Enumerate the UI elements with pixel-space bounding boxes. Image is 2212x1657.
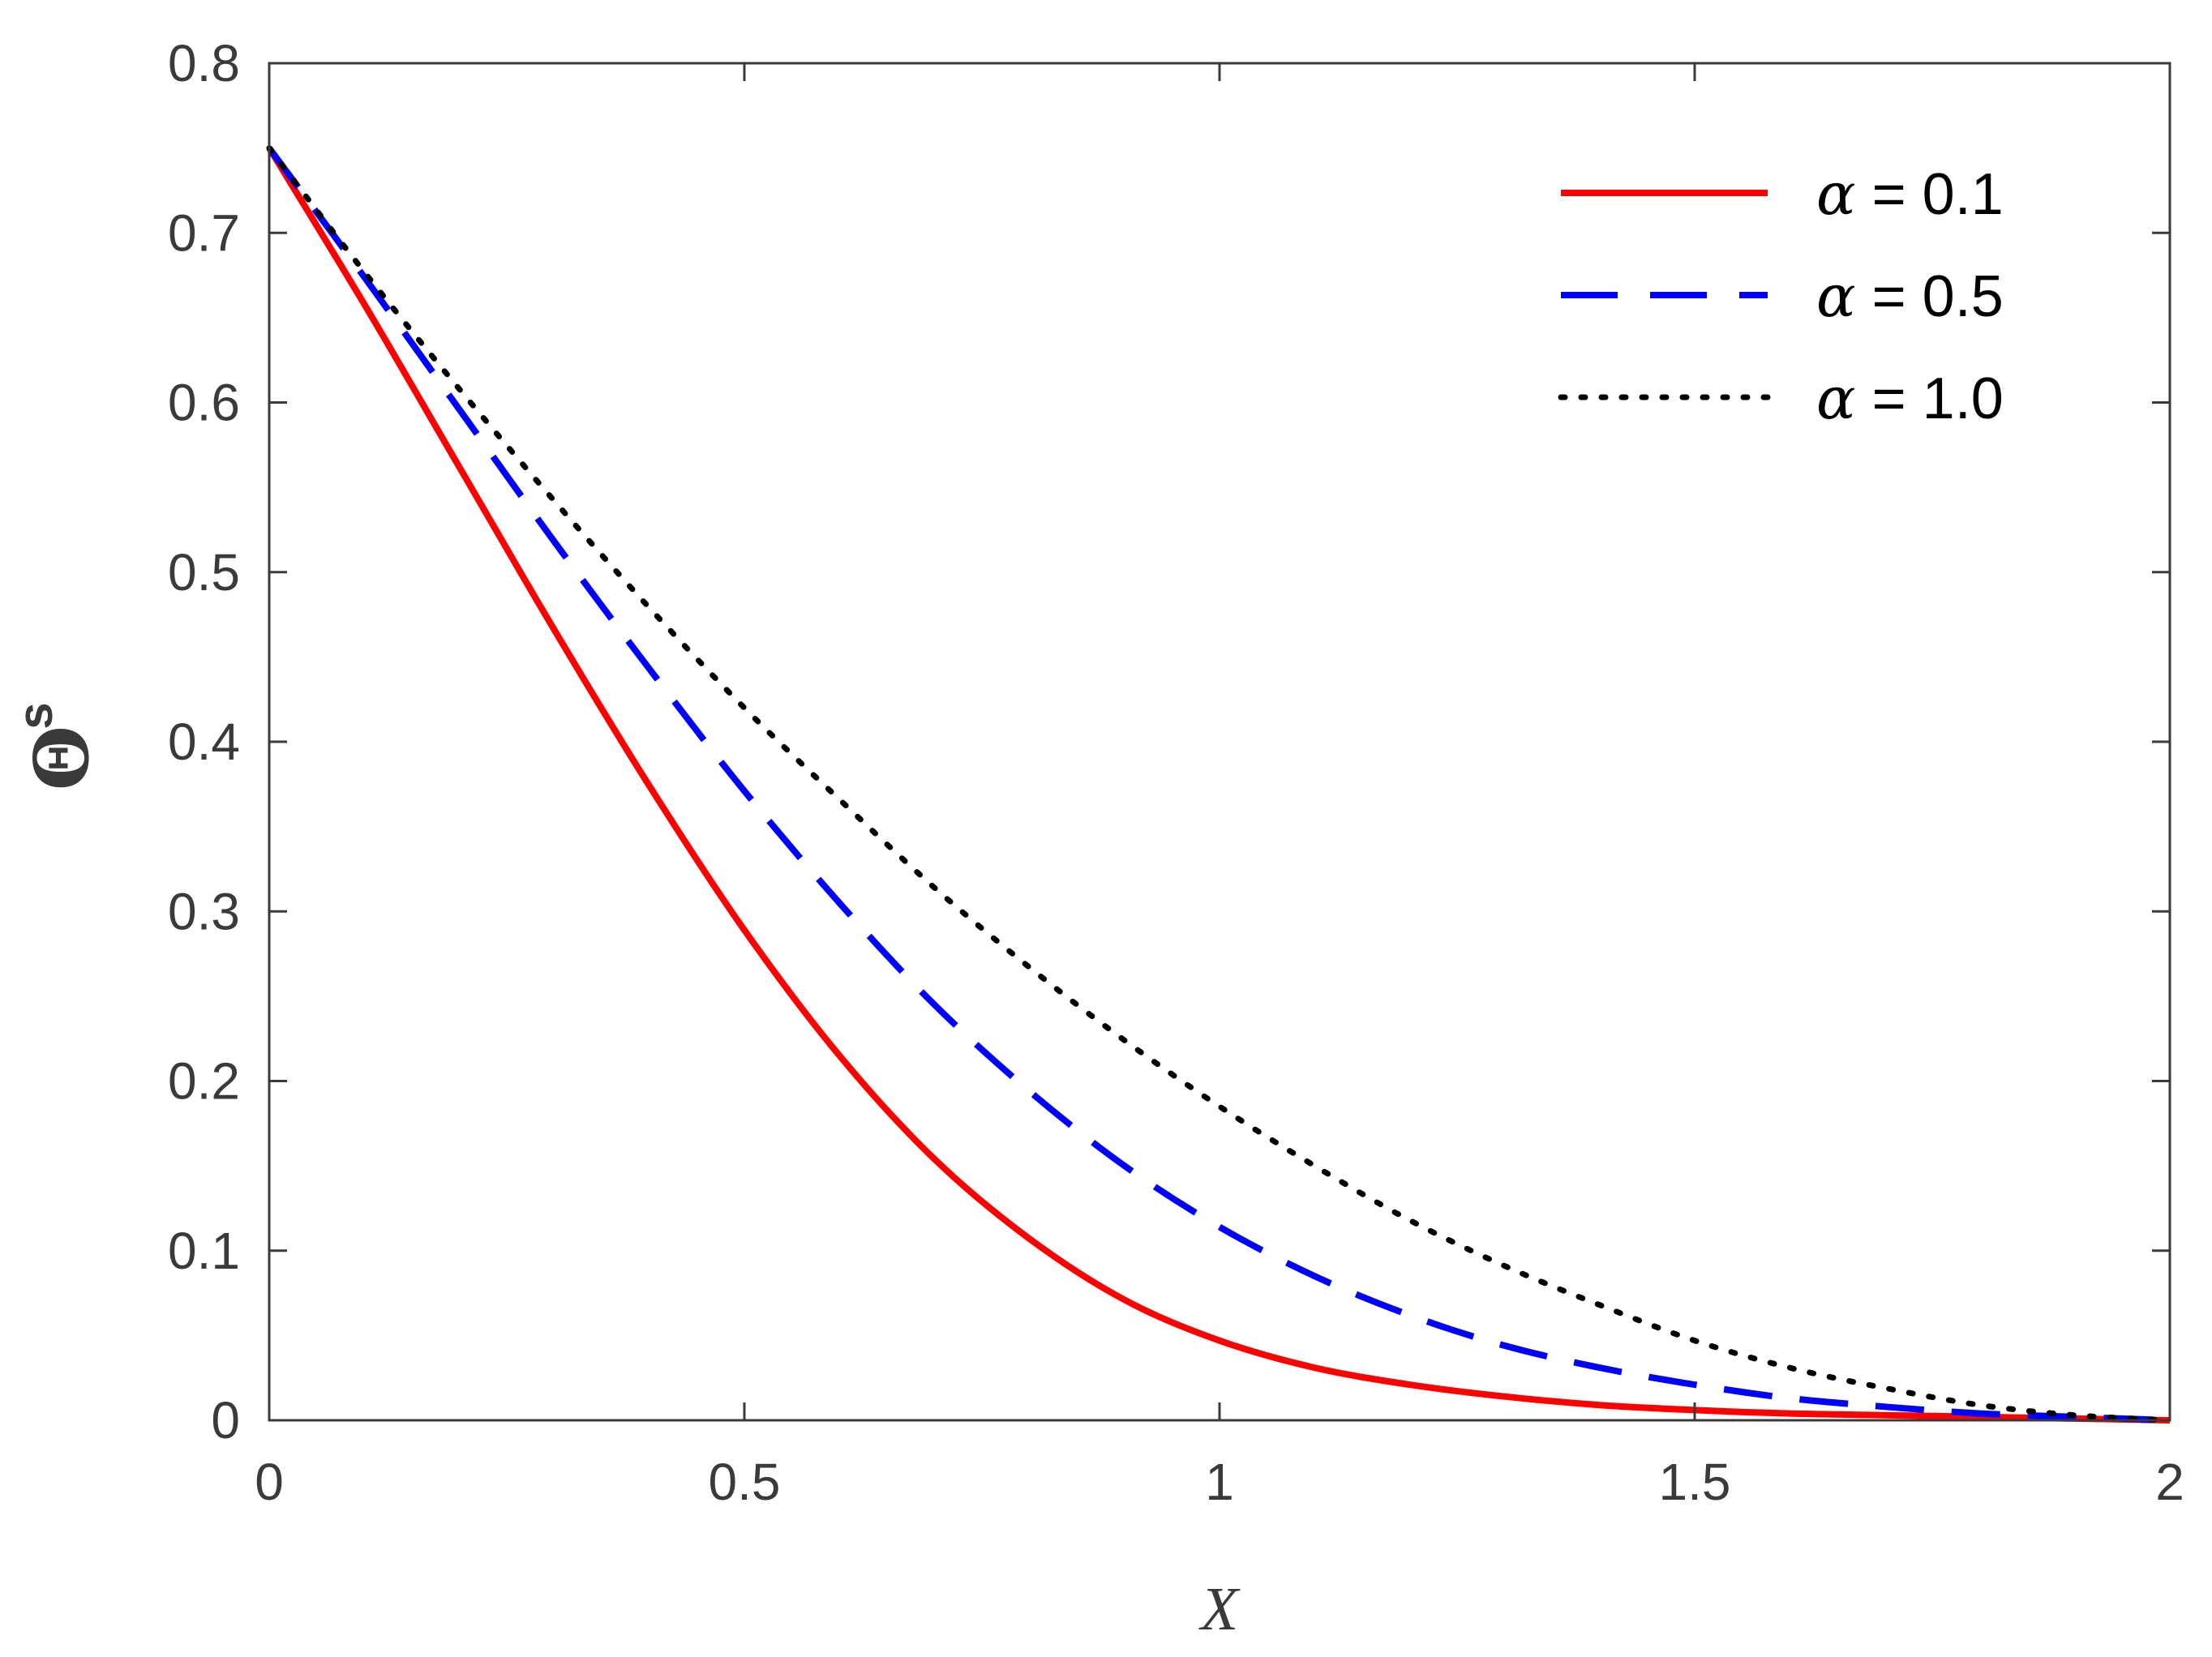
x-tick-label: 1 xyxy=(1205,1453,1234,1511)
legend-label-1: α = 0.1 xyxy=(1816,160,2004,228)
y-tick-label: 0.5 xyxy=(168,543,240,602)
y-tick-label: 0.7 xyxy=(168,203,240,262)
y-axis-label: Θ s xyxy=(8,702,105,790)
x-axis-label: X xyxy=(1198,1575,1241,1643)
y-axis-label-superscript: s xyxy=(8,702,62,729)
legend-symbol: α xyxy=(1816,364,1856,432)
legend: α = 0.1α = 0.5α = 1.0 xyxy=(1558,160,2004,432)
legend-value: = 0.5 xyxy=(1856,264,2004,329)
tick-layer: 0 0.5 1 1.5 2 0 0.1 0.2 0.3 0.4 0.5 0.6 0.7 0.8 xyxy=(168,34,2184,1511)
y-tick-label: 0 xyxy=(211,1391,240,1449)
legend-label-3: α = 1.0 xyxy=(1816,364,2004,432)
x-tick-label: 0 xyxy=(255,1453,284,1511)
y-tick-label: 0.3 xyxy=(168,882,240,940)
x-tick-label: 2 xyxy=(2155,1453,2184,1511)
y-tick-label: 0.4 xyxy=(168,713,240,771)
series-line-3 xyxy=(266,145,2173,1424)
x-tick-label: 1.5 xyxy=(1659,1453,1731,1511)
y-axis-label-symbol: Θ xyxy=(18,726,105,790)
y-tick-label: 0.8 xyxy=(168,34,240,92)
legend-value: = 1.0 xyxy=(1856,366,2004,431)
legend-symbol: α xyxy=(1816,262,1856,330)
y-tick-label: 0.1 xyxy=(168,1222,240,1280)
legend-label-2: α = 0.5 xyxy=(1816,262,2004,330)
series-layer xyxy=(266,145,2173,1424)
series-line-2 xyxy=(266,146,2171,1424)
x-tick-label: 0.5 xyxy=(709,1453,781,1511)
y-tick-label: 0.6 xyxy=(168,374,240,432)
y-tick-label: 0.2 xyxy=(168,1052,240,1111)
series-line-1 xyxy=(266,146,2171,1424)
legend-value: = 0.1 xyxy=(1856,162,2004,227)
legend-symbol: α xyxy=(1816,160,1856,228)
